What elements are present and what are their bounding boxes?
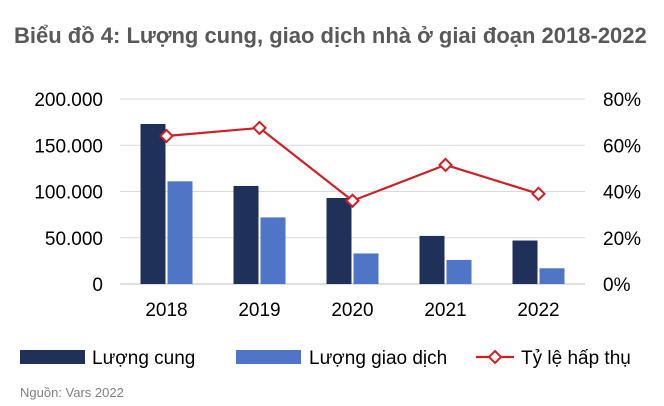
y-left-tick-label: 0 [92,275,103,296]
bar-supply [233,185,259,284]
absorption-point [252,120,267,136]
bars [140,123,565,284]
y-right-tick-label: 20% [603,229,641,250]
legend-marker [487,349,503,365]
y-right-tick-label: 60% [603,136,641,157]
y-right-tick-label: 40% [603,183,641,204]
legend-swatch [236,350,301,364]
legend-label: Lượng cung [92,348,195,369]
bar-transactions [539,268,565,284]
x-tick-label: 2022 [517,300,559,321]
absorption-point [159,128,174,144]
bar-transactions [353,253,379,284]
legend-label: Tỷ lệ hấp thụ [521,348,631,369]
y-left-tick-label: 50.000 [45,229,103,250]
y-left-tick-label: 200.000 [34,90,103,111]
x-axis: 2018 2019 2020 2021 2022 [145,300,559,321]
source-note: Nguồn: Vars 2022 [20,385,124,400]
y-axis-right: 0% 20% 40% 60% 80% [603,90,641,296]
x-tick-label: 2021 [424,300,466,321]
bar-supply [419,235,445,284]
gridlines [120,98,585,285]
absorption-point [438,157,453,173]
bar-supply [512,240,538,284]
bar-supply [140,123,166,284]
legend: Lượng cung Lượng giao dịch Tỷ lệ hấp thụ [20,348,631,369]
y-left-tick-label: 100.000 [34,183,103,204]
absorption-line-path [166,126,539,203]
y-axis-left: 0 50.000 100.000 150.000 200.000 [34,90,103,296]
y-right-tick-label: 0% [603,275,631,296]
bar-transactions [167,181,193,284]
bar-supply [326,197,352,284]
bar-transactions [446,259,472,284]
x-tick-label: 2018 [145,300,187,321]
legend-label: Lượng giao dịch [309,348,447,369]
x-tick-label: 2019 [238,300,280,321]
x-tick-label: 2020 [331,300,373,321]
y-left-tick-label: 150.000 [34,136,103,157]
chart-title: Biểu đồ 4: Lượng cung, giao dịch nhà ở g… [14,23,647,48]
legend-swatch [20,350,85,364]
absorption-rate-line [159,120,546,209]
absorption-point [345,193,360,209]
y-right-tick-label: 80% [603,90,641,111]
absorption-point [531,186,546,202]
bar-transactions [260,217,286,284]
